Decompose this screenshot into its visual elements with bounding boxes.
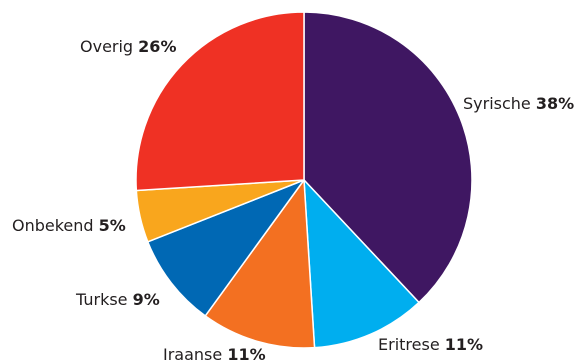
pie-labels: Syrische 38%Eritrese 11%Iraanse 11%Turks…: [12, 37, 574, 363]
slice-label-eritrese: Eritrese 11%: [378, 335, 483, 354]
pie-slices: [135, 11, 473, 349]
pie-slice-iraanse: [204, 179, 316, 349]
slice-label-name: Turkse: [75, 290, 133, 309]
slice-label-name: Iraanse: [163, 345, 227, 363]
slice-label-onbekend: Onbekend 5%: [12, 216, 126, 235]
slice-label-percent: 11%: [227, 345, 265, 363]
slice-label-name: Overig: [80, 37, 138, 56]
slice-label-name: Syrische: [463, 94, 536, 113]
pie-slice-eritrese: [303, 179, 420, 349]
slice-label-name: Eritrese: [378, 335, 445, 354]
slice-label-iraanse: Iraanse 11%: [163, 345, 266, 363]
slice-label-percent: 11%: [445, 335, 483, 354]
slice-label-percent: 38%: [536, 94, 574, 113]
slice-label-percent: 9%: [133, 290, 160, 309]
slice-label-percent: 26%: [138, 37, 176, 56]
slice-label-name: Onbekend: [12, 216, 99, 235]
slice-label-overig: Overig 26%: [80, 37, 176, 56]
pie-slice-overig: [135, 11, 305, 192]
slice-label-syrische: Syrische 38%: [463, 94, 574, 113]
pie-slice-turkse: [147, 179, 305, 317]
pie-slice-syrische: [303, 11, 473, 304]
slice-label-percent: 5%: [99, 216, 126, 235]
slice-label-turkse: Turkse 9%: [75, 290, 160, 309]
